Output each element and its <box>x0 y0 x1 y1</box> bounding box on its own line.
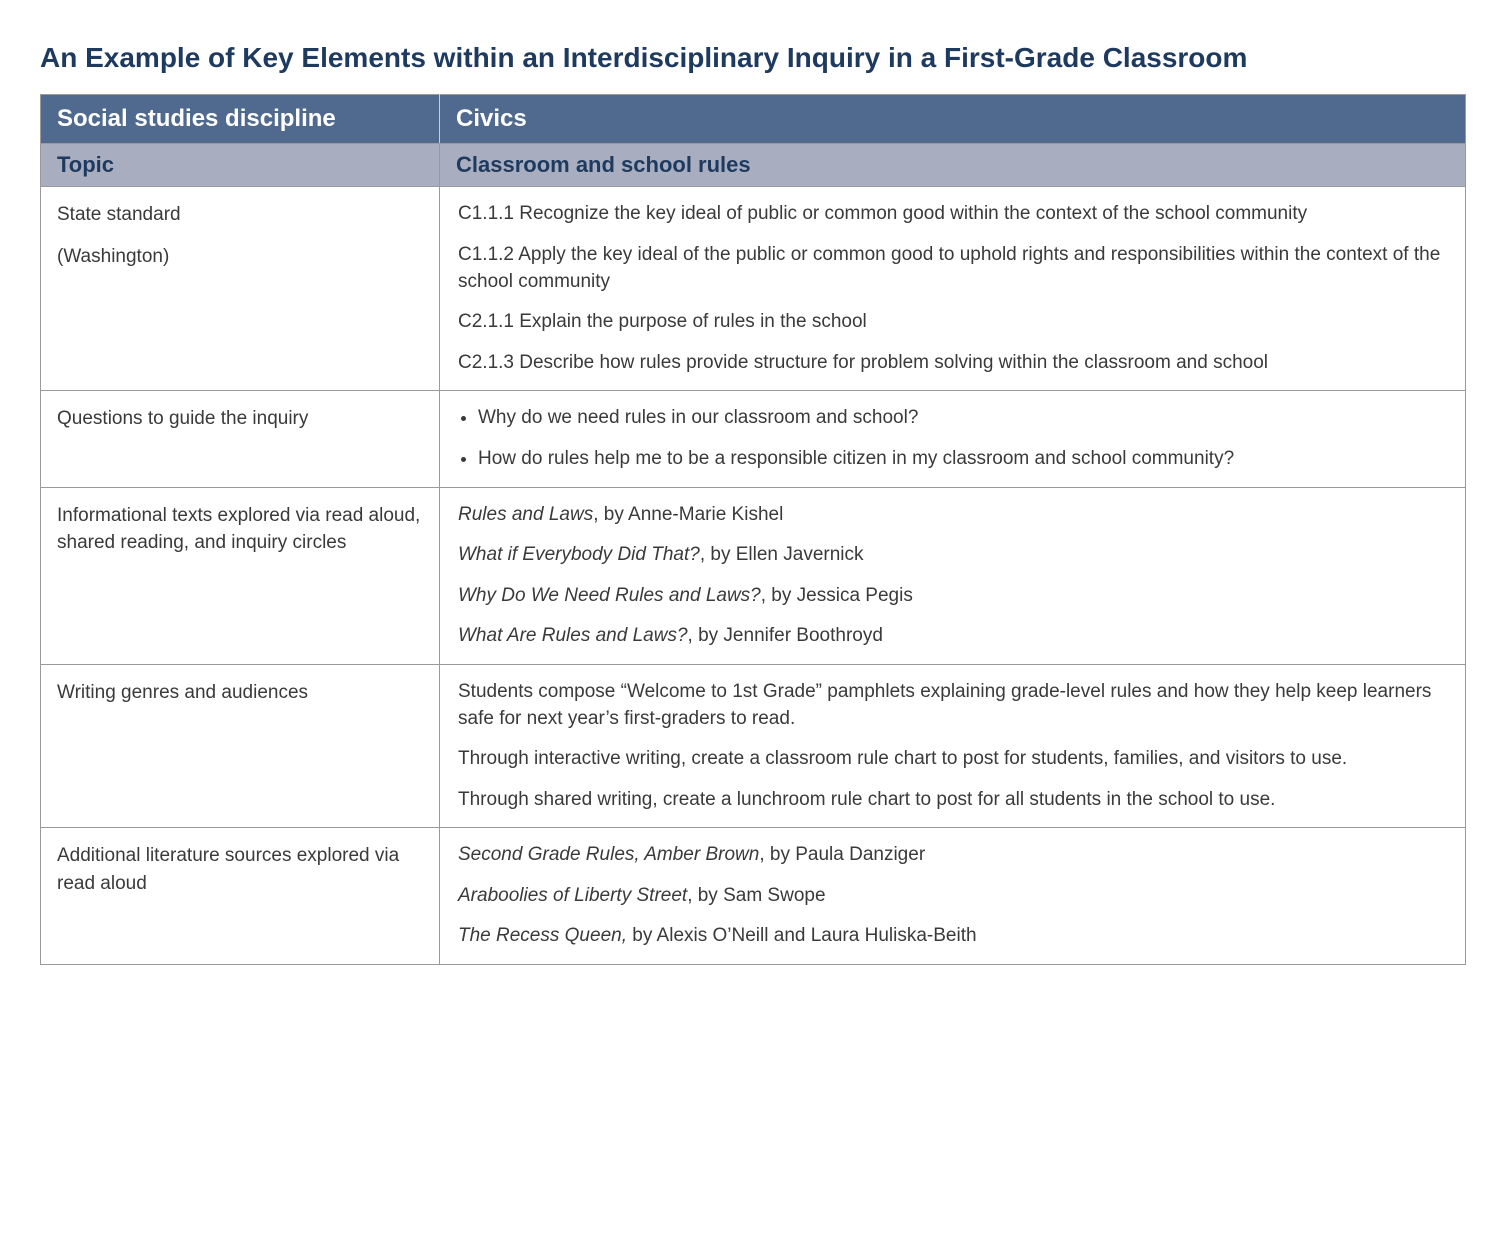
row-label: Additional literature sources explored v… <box>41 828 440 965</box>
content-list: Why do we need rules in our classroom an… <box>458 405 1447 472</box>
book-entry: Second Grade Rules, Amber Brown, by Paul… <box>458 842 1447 869</box>
book-title: The Recess Queen, <box>458 925 627 946</box>
row-content: Why do we need rules in our classroom an… <box>440 391 1466 487</box>
row-content: Students compose “Welcome to 1st Grade” … <box>440 664 1466 827</box>
row-content: Rules and Laws, by Anne-Marie Kishel What… <box>440 487 1466 664</box>
content-paragraph: C1.1.1 Recognize the key ideal of public… <box>458 201 1447 228</box>
row-label: Informational texts explored via read al… <box>41 487 440 664</box>
row-content: Second Grade Rules, Amber Brown, by Paul… <box>440 828 1466 965</box>
table-header-secondary: Topic Classroom and school rules <box>41 144 1466 187</box>
book-entry: Why Do We Need Rules and Laws?, by Jessi… <box>458 583 1447 610</box>
header-subject: Civics <box>440 95 1466 144</box>
row-label-line: State standard <box>57 201 423 229</box>
content-paragraph: Through shared writing, create a lunchro… <box>458 787 1447 814</box>
content-paragraph: C2.1.3 Describe how rules provide struct… <box>458 350 1447 377</box>
row-label-line: Questions to guide the inquiry <box>57 405 423 433</box>
book-entry: What if Everybody Did That?, by Ellen Ja… <box>458 542 1447 569</box>
book-title: Second Grade Rules, Amber Brown <box>458 844 759 865</box>
table-row: Additional literature sources explored v… <box>41 828 1466 965</box>
book-entry: The Recess Queen, by Alexis O’Neill and … <box>458 923 1447 950</box>
row-content: C1.1.1 Recognize the key ideal of public… <box>440 187 1466 391</box>
content-paragraph: Through interactive writing, create a cl… <box>458 746 1447 773</box>
header-topic-value: Classroom and school rules <box>440 144 1466 187</box>
book-entry: Rules and Laws, by Anne-Marie Kishel <box>458 502 1447 529</box>
book-title: Why Do We Need Rules and Laws? <box>458 585 761 606</box>
page-title: An Example of Key Elements within an Int… <box>40 40 1466 76</box>
book-title: What if Everybody Did That? <box>458 544 700 565</box>
row-label: State standard (Washington) <box>41 187 440 391</box>
table-row: Writing genres and audiences Students com… <box>41 664 1466 827</box>
row-label-line: Informational texts explored via read al… <box>57 502 423 557</box>
book-entry: What Are Rules and Laws?, by Jennifer Bo… <box>458 623 1447 650</box>
list-item: Why do we need rules in our classroom an… <box>478 405 1447 432</box>
book-title: Araboolies of Liberty Street <box>458 885 687 906</box>
book-title: What Are Rules and Laws? <box>458 625 688 646</box>
content-table: Social studies discipline Civics Topic C… <box>40 94 1466 965</box>
content-paragraph: C1.1.2 Apply the key ideal of the public… <box>458 242 1447 295</box>
table-header-primary: Social studies discipline Civics <box>41 95 1466 144</box>
table-row: Questions to guide the inquiry Why do we … <box>41 391 1466 487</box>
row-label-line: Writing genres and audiences <box>57 679 423 707</box>
book-entry: Araboolies of Liberty Street, by Sam Swo… <box>458 883 1447 910</box>
table-row: Informational texts explored via read al… <box>41 487 1466 664</box>
list-item: How do rules help me to be a responsible… <box>478 446 1447 473</box>
row-label: Writing genres and audiences <box>41 664 440 827</box>
content-paragraph: C2.1.1 Explain the purpose of rules in t… <box>458 309 1447 336</box>
row-label-line: Additional literature sources explored v… <box>57 842 423 897</box>
book-title: Rules and Laws <box>458 504 593 525</box>
table-row: State standard (Washington) C1.1.1 Recogni… <box>41 187 1466 391</box>
header-discipline: Social studies discipline <box>41 95 440 144</box>
row-label-line: (Washington) <box>57 243 423 271</box>
header-topic-label: Topic <box>41 144 440 187</box>
row-label: Questions to guide the inquiry <box>41 391 440 487</box>
content-paragraph: Students compose “Welcome to 1st Grade” … <box>458 679 1447 732</box>
